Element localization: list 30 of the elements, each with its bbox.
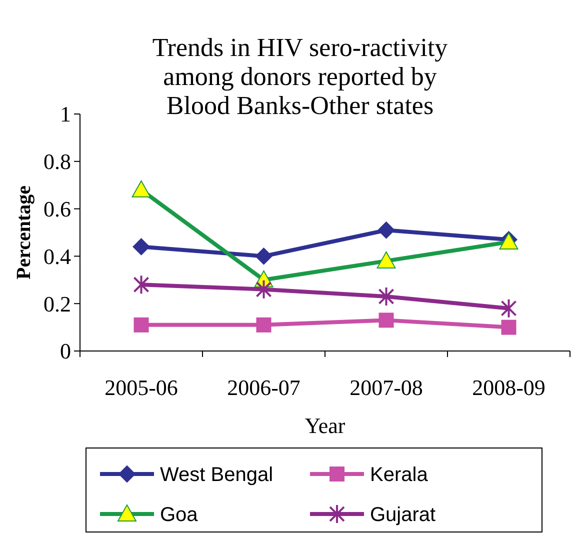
legend-label: Gujarat: [370, 504, 436, 526]
point: [132, 238, 150, 256]
x-tick-label: 2006-07: [227, 375, 300, 400]
point: [256, 317, 272, 332]
point: [378, 222, 395, 239]
y-tick-label: 0.2: [44, 291, 71, 316]
point: [132, 180, 151, 198]
point: [378, 312, 394, 328]
x-tick-label: 2007-08: [350, 375, 423, 400]
point: [255, 248, 272, 265]
y-tick-label: 0.6: [44, 196, 71, 222]
legend-label: Kerala: [370, 464, 429, 486]
x-tick-label: 2005-06: [104, 375, 178, 400]
x-tick-label: 2008-09: [472, 375, 546, 400]
y-axis-title: Percentage: [13, 185, 35, 280]
point: [134, 317, 149, 332]
y-tick-label: 0.4: [44, 244, 71, 269]
y-tick-label: 1: [60, 102, 71, 127]
legend-label: West Bengal: [160, 464, 274, 486]
x-axis-title: Year: [304, 413, 346, 438]
legend-label: Goa: [160, 504, 199, 526]
point: [133, 274, 150, 295]
point: [500, 298, 517, 318]
point: [378, 286, 394, 306]
chart-title: Trends in HIV sero-ractivity among donors reported by Blood Banks-Other states: [152, 33, 448, 120]
point: [256, 279, 272, 300]
y-tick-label: 0: [60, 338, 71, 364]
y-tick-label: 0.8: [44, 149, 71, 174]
point: [376, 251, 396, 268]
point: [501, 320, 516, 335]
